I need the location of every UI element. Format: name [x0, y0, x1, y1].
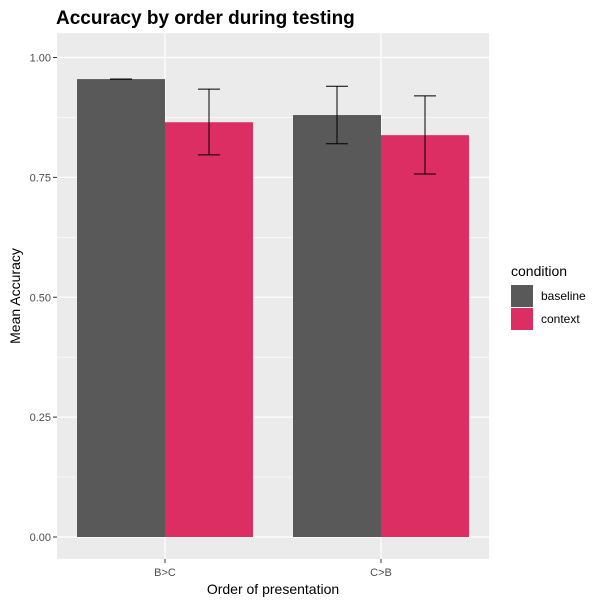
y-tick-label: 1.00 — [30, 53, 51, 65]
x-tick-label: B>C — [154, 567, 176, 579]
y-axis-title: Mean Accuracy — [7, 248, 23, 344]
legend: condition baseline context — [511, 263, 586, 330]
x-axis: B>C C>B — [154, 559, 392, 579]
y-tick-label: 0.00 — [30, 532, 51, 544]
y-tick-label: 0.50 — [30, 292, 51, 304]
x-axis-title: Order of presentation — [207, 581, 339, 597]
bar-baseline-1 — [77, 79, 165, 537]
chart-title: Accuracy by order during testing — [56, 8, 355, 29]
y-axis: 0.00 0.25 0.50 0.75 1.00 — [30, 53, 57, 544]
legend-label-context: context — [541, 312, 580, 326]
x-tick-label: C>B — [370, 567, 392, 579]
legend-key-context — [511, 308, 533, 330]
legend-key-baseline — [511, 285, 533, 307]
y-tick-label: 0.75 — [30, 172, 51, 184]
bar-context-1 — [165, 122, 253, 538]
bar-context-2 — [381, 135, 469, 537]
bar-baseline-2 — [293, 115, 381, 537]
legend-label-baseline: baseline — [541, 289, 586, 303]
y-tick-label: 0.25 — [30, 412, 51, 424]
legend-title: condition — [511, 263, 567, 279]
error-bars — [110, 78, 436, 175]
bars — [77, 79, 469, 538]
